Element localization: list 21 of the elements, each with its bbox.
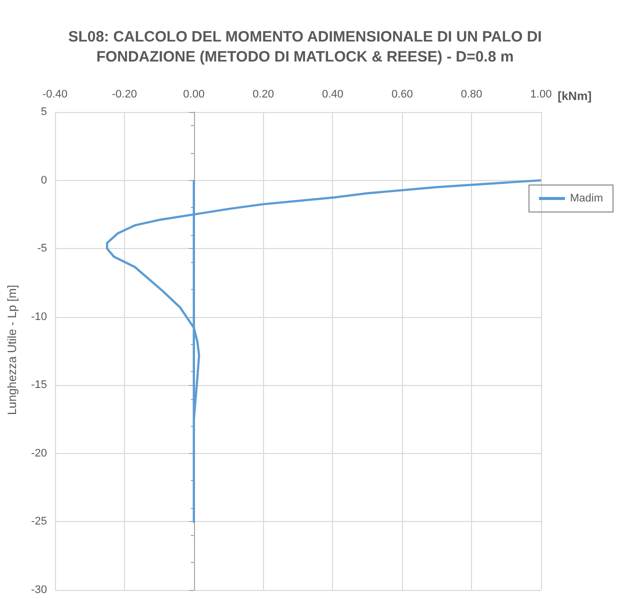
y-tick-label: 5 [40, 106, 47, 118]
y-tick-label: -20 [31, 447, 47, 460]
x-tick-label: 0.20 [252, 88, 274, 100]
legend-label: Madim [570, 192, 604, 204]
y-tick-label: -5 [37, 242, 47, 255]
x-tick-label: -0.40 [42, 88, 68, 100]
line-series [106, 179, 542, 523]
y-tick-label: -30 [31, 584, 47, 596]
x-tick-label: 0.60 [391, 88, 413, 100]
x-tick-label: 0.00 [183, 88, 205, 100]
y-axis-title: Lunghezza Utile - Lp [m] [5, 284, 19, 416]
x-tick-label: -0.20 [112, 88, 137, 100]
chart-title: SL08: CALCOLO DEL MOMENTO ADIMENSIONALE DI UN PALO DI FONDAZIONE (METODO DI MATLOCK & REESE) - D=0.8 m [68, 28, 542, 66]
x-tick-label: 1.00 [530, 88, 552, 100]
x-axis-title: [kNm] [558, 89, 592, 103]
y-tick-label: -15 [31, 379, 47, 392]
y-tick-label: 0 [40, 174, 47, 186]
x-tick-label: 0.80 [460, 88, 482, 100]
y-tick-label: -25 [31, 516, 47, 528]
y-tick-label: -10 [31, 310, 47, 323]
x-tick-label: 0.40 [322, 88, 344, 100]
